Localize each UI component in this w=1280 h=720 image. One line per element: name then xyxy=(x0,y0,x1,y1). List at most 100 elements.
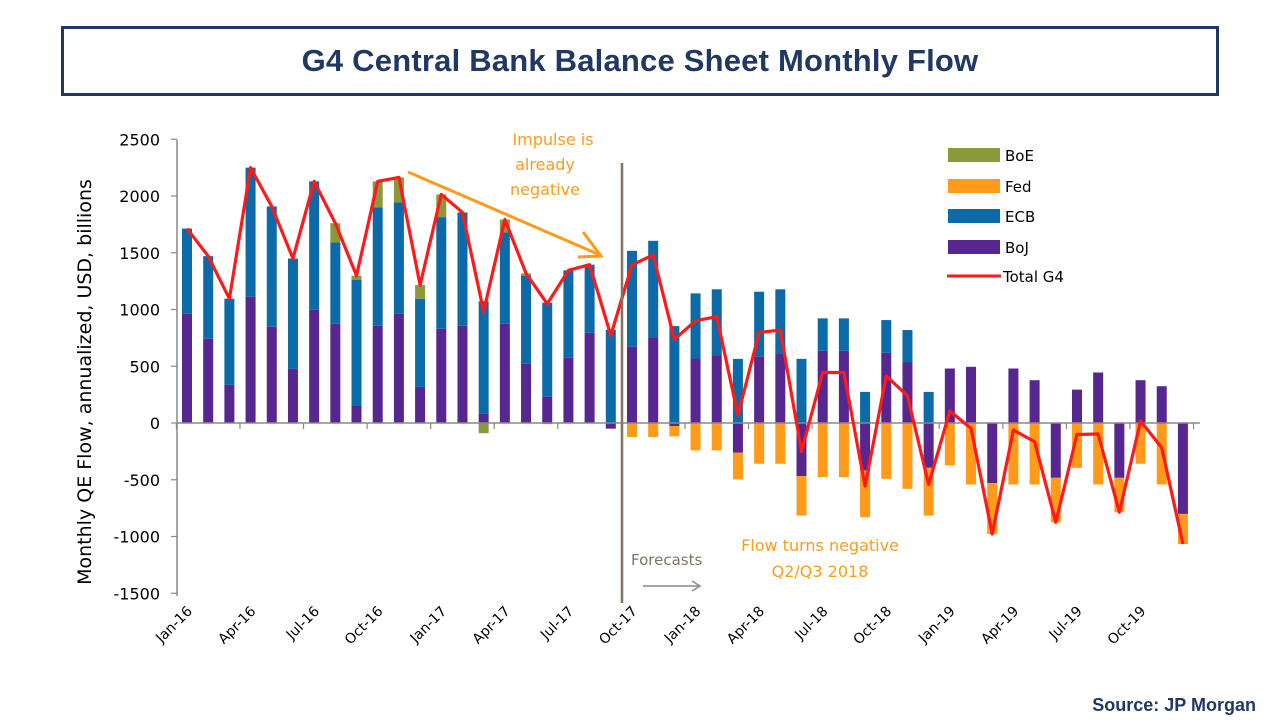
bar-boj-mar-16 xyxy=(224,384,235,423)
bar-fed-dec-18 xyxy=(923,467,934,516)
y-tick-label: 0 xyxy=(150,414,160,433)
bar-fed-nov-18 xyxy=(902,423,913,489)
bar-fed-aug-19 xyxy=(1093,423,1104,485)
bar-boj-dec-19 xyxy=(1177,423,1188,514)
bar-boj-oct-16 xyxy=(372,325,383,423)
bar-fed-apr-18 xyxy=(754,423,765,464)
bar-ecb-jul-16 xyxy=(309,181,320,310)
bar-boj-jan-16 xyxy=(182,313,192,423)
x-tick-label: Jul-19 xyxy=(1046,604,1086,644)
y-tick-label: 1500 xyxy=(119,244,160,263)
bar-fed-sep-18 xyxy=(860,470,871,518)
bar-ecb-jan-18 xyxy=(690,293,701,359)
x-tick-label: Apr-18 xyxy=(724,604,768,648)
bar-boj-jun-17 xyxy=(542,396,553,423)
bar-boj-feb-19 xyxy=(966,366,977,423)
bar-boe-aug-16 xyxy=(330,223,341,243)
bar-boj-oct-17 xyxy=(626,346,637,423)
bar-boj-mar-19 xyxy=(987,423,998,484)
bar-ecb-mar-18 xyxy=(732,358,743,423)
bar-fed-mar-18 xyxy=(732,452,743,480)
bar-ecb-aug-16 xyxy=(330,242,341,324)
bar-boj-nov-16 xyxy=(393,313,404,423)
bar-boj-apr-17 xyxy=(499,323,510,423)
bar-fed-jan-19 xyxy=(944,423,955,466)
bar-ecb-apr-18 xyxy=(754,291,765,357)
bar-boj-feb-17 xyxy=(457,325,468,423)
y-tick-label: -1000 xyxy=(114,528,161,547)
legend-label-ecb: ECB xyxy=(1005,208,1035,226)
bar-ecb-jul-17 xyxy=(563,270,574,358)
bar-boj-sep-19 xyxy=(1114,423,1125,478)
chart-title: G4 Central Bank Balance Sheet Monthly Fl… xyxy=(301,43,979,78)
bar-fed-may-18 xyxy=(775,423,786,464)
impulse-line-1: Impulse is xyxy=(512,130,593,149)
bar-fed-may-19 xyxy=(1029,423,1040,485)
bar-ecb-may-17 xyxy=(521,275,532,364)
bar-fed-nov-17 xyxy=(648,423,659,438)
legend-swatch-ecb xyxy=(948,209,1000,223)
bar-boe-dec-16 xyxy=(415,285,426,299)
x-tick-label: Jul-17 xyxy=(537,604,577,644)
bar-boj-nov-17 xyxy=(648,337,659,423)
x-tick-label: Oct-17 xyxy=(596,604,641,649)
bar-boj-nov-19 xyxy=(1156,386,1167,423)
x-tick-label: Jul-18 xyxy=(791,604,831,644)
bar-ecb-mar-16 xyxy=(224,298,235,385)
bar-boj-jul-17 xyxy=(563,357,574,423)
forecasts-arrow xyxy=(643,580,702,592)
bar-boj-dec-18 xyxy=(923,423,934,468)
bar-boj-aug-16 xyxy=(330,323,341,423)
bar-boe-nov-16 xyxy=(393,177,404,203)
impulse-annotation: Impulse is already negative xyxy=(510,130,594,199)
title-box: G4 Central Bank Balance Sheet Monthly Fl… xyxy=(61,26,1219,96)
bar-fed-sep-19 xyxy=(1114,477,1125,513)
bar-boj-aug-17 xyxy=(584,332,595,423)
bar-ecb-nov-17 xyxy=(648,240,659,338)
bar-boj-jan-19 xyxy=(944,368,955,423)
bar-fed-dec-17 xyxy=(669,426,680,437)
bar-ecb-oct-17 xyxy=(626,250,637,347)
x-tick-label: Apr-16 xyxy=(215,603,259,647)
bar-boj-mar-18 xyxy=(732,423,743,453)
bar-ecb-jun-17 xyxy=(542,302,553,397)
forecasts-label: Forecasts xyxy=(631,551,702,569)
bar-fed-oct-19 xyxy=(1135,423,1146,464)
x-tick-label: Jan-16 xyxy=(152,603,196,647)
bar-boj-may-19 xyxy=(1029,380,1040,423)
bar-ecb-aug-17 xyxy=(584,264,595,333)
bar-boj-jan-18 xyxy=(690,358,701,423)
bar-fed-mar-19 xyxy=(987,483,998,535)
bar-fed-jul-18 xyxy=(817,423,828,478)
bar-ecb-dec-16 xyxy=(415,298,426,387)
legend-swatch-fed xyxy=(948,179,1000,193)
legend-label-boj: BoJ xyxy=(1005,239,1029,257)
x-tick-label: Jan-19 xyxy=(915,604,958,647)
y-tick-label: -500 xyxy=(124,471,160,490)
bar-boj-apr-18 xyxy=(754,356,765,423)
bar-ecb-jun-18 xyxy=(796,358,807,423)
bar-boe-sep-16 xyxy=(351,275,362,280)
impulse-arrow xyxy=(407,170,604,259)
flow-line-2: Q2/Q3 2018 xyxy=(772,562,869,581)
y-tick-label: 2500 xyxy=(119,130,160,149)
bar-boj-dec-16 xyxy=(415,386,426,423)
bar-boj-aug-18 xyxy=(838,350,849,423)
x-tick-label: Apr-17 xyxy=(470,604,514,648)
x-tick-label: Oct-16 xyxy=(342,603,387,648)
bar-boj-dec-17 xyxy=(669,423,680,427)
bar-fed-apr-19 xyxy=(1008,423,1019,485)
bar-boj-jun-16 xyxy=(287,368,298,423)
bar-fed-aug-18 xyxy=(838,423,849,478)
legend-label-total: Total G4 xyxy=(1002,268,1064,286)
bar-boj-jul-19 xyxy=(1071,389,1082,423)
flow-annotation: Flow turns negative Q2/Q3 2018 xyxy=(741,536,899,581)
bar-ecb-dec-17 xyxy=(669,326,680,423)
bar-ecb-nov-16 xyxy=(393,202,404,314)
bar-boj-sep-16 xyxy=(351,405,362,423)
total-g4-line xyxy=(185,166,1185,545)
bar-boj-sep-18 xyxy=(860,423,871,471)
bar-boj-apr-16 xyxy=(245,296,256,423)
legend-swatch-boj xyxy=(948,240,1000,254)
